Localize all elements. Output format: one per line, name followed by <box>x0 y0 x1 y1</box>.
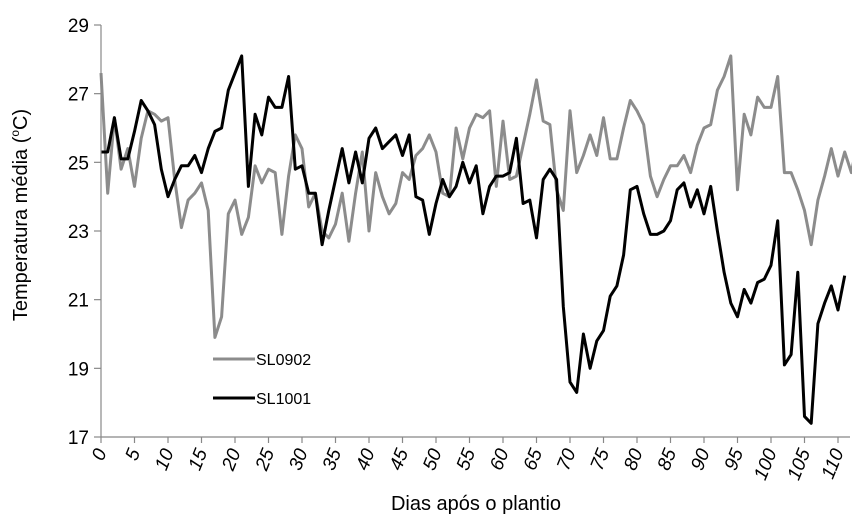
y-tick-label: 19 <box>68 359 89 380</box>
y-tick-label: 29 <box>68 16 89 37</box>
y-axis-title-unit: C) <box>10 109 32 130</box>
y-axis-title: Temperatura média (oC) <box>8 109 32 321</box>
x-tick-label: 65 <box>520 446 548 474</box>
x-axis-title: Dias após o plantio <box>391 493 561 515</box>
series-line-sl0902 <box>99 54 852 339</box>
x-tick-label: 45 <box>386 446 414 474</box>
x-tick-label: 60 <box>486 446 514 474</box>
x-tick-label: 35 <box>319 446 347 474</box>
x-tick-label: 0 <box>88 446 112 464</box>
x-tick-label: 40 <box>352 446 380 474</box>
y-tick-labels: 17 19 21 23 25 27 29 <box>68 16 89 449</box>
x-tick-label: 15 <box>185 446 213 474</box>
x-tick-label: 30 <box>285 446 313 474</box>
legend-label-sl1001: SL1001 <box>256 391 311 408</box>
x-tick-label: 75 <box>587 446 615 474</box>
x-tick-label: 85 <box>654 446 682 474</box>
y-tick-label: 21 <box>68 291 89 312</box>
x-tick-label: 20 <box>218 446 246 475</box>
y-tick-label: 27 <box>68 85 89 106</box>
y-axis-title-text: Temperatura média ( <box>10 136 32 321</box>
x-tick-label: 25 <box>251 446 279 475</box>
series-line-sl1001 <box>101 54 847 425</box>
axis-ticks <box>94 24 839 443</box>
x-tick-label: 110 <box>818 446 849 482</box>
y-tick-label: 23 <box>68 222 89 243</box>
x-tick-label: 90 <box>687 446 715 474</box>
x-tick-label: 70 <box>553 446 581 474</box>
legend: SL0902 SL1001 <box>213 352 311 408</box>
y-axis-title-superscript: o <box>8 130 22 137</box>
legend-label-sl0902: SL0902 <box>256 352 311 369</box>
x-tick-label: 10 <box>151 446 179 474</box>
y-tick-label: 25 <box>68 153 89 174</box>
x-tick-label: 95 <box>721 446 749 474</box>
x-tick-label: 105 <box>784 446 816 484</box>
x-tick-label: 50 <box>419 446 447 474</box>
x-tick-label: 100 <box>750 446 782 484</box>
x-tick-label: 5 <box>122 446 146 464</box>
y-tick-label: 17 <box>68 428 89 449</box>
series-lines <box>99 54 852 425</box>
x-tick-label: 55 <box>453 446 481 474</box>
x-tick-label: 80 <box>620 446 648 474</box>
x-tick-labels: 0 5 10 15 20 25 30 35 40 45 50 55 60 65 70 75 80 85 90 95 10… <box>88 446 849 484</box>
